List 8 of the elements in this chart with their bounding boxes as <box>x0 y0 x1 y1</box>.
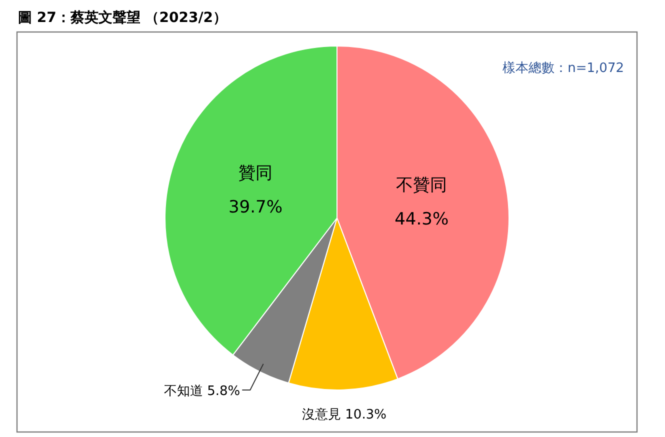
slice-label: 贊同 <box>238 164 272 184</box>
chart-title: 圖 27：蔡英文聲望 （2023/2） <box>18 9 228 26</box>
text: 樣本總數：n=1,072 <box>502 61 624 76</box>
data-label: 39.7% <box>228 198 283 218</box>
slice-label: 不知道 5.8% <box>164 384 240 399</box>
slice-label: 沒意見 10.3% <box>302 408 386 423</box>
slice-label: 不贊同 <box>396 176 448 196</box>
data-label: 44.3% <box>394 210 449 230</box>
